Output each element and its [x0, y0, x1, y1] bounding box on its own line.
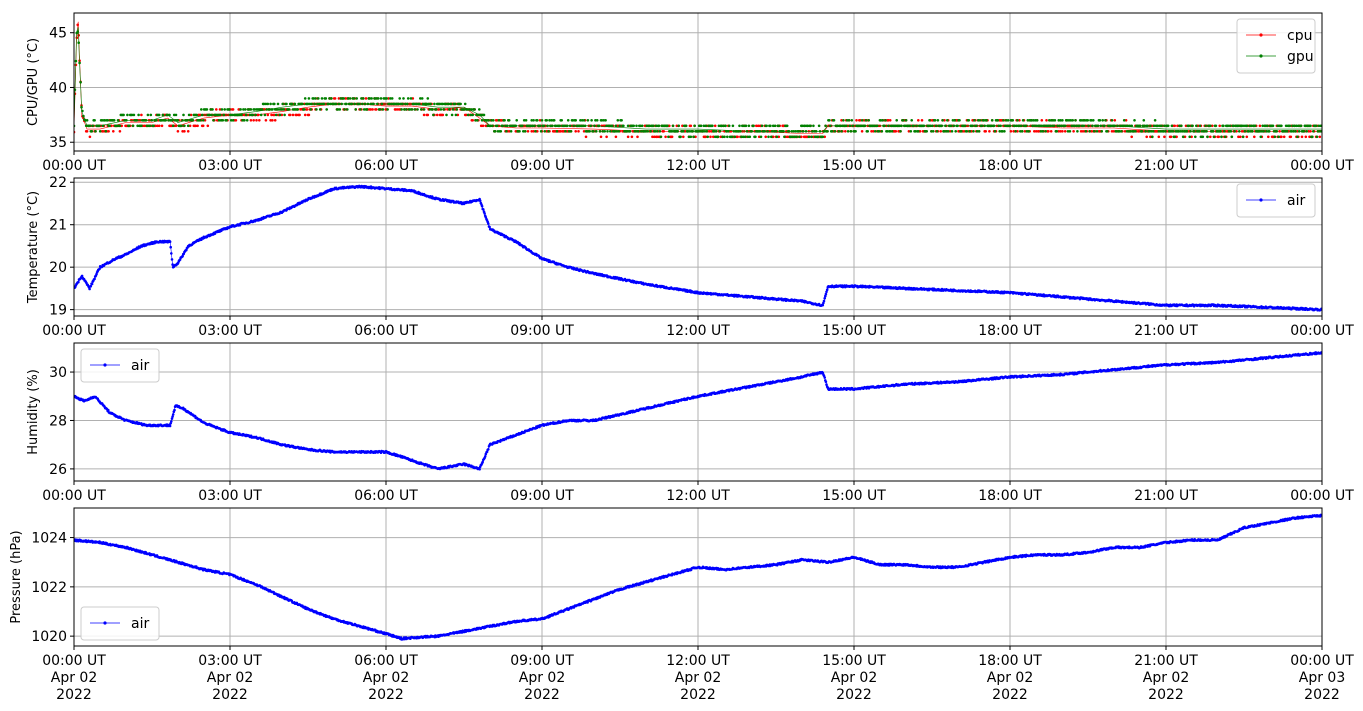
- legend-marker-air: [103, 621, 107, 625]
- legend-label-air: air: [131, 616, 149, 632]
- x-tick-label: 00:00 UT: [1290, 488, 1354, 504]
- y-tick-label: 22: [49, 175, 67, 191]
- legend-box: [80, 348, 160, 383]
- x-tick-label: 00:00 UT: [42, 158, 106, 174]
- x-tick-date: Apr 02: [1143, 670, 1189, 686]
- legend-marker-air: [103, 363, 107, 367]
- grid-lines: [73, 508, 1323, 646]
- legend-label-air: air: [131, 358, 149, 374]
- x-tick-label: 09:00 UT: [510, 158, 574, 174]
- x-tick-label: 15:00 UT: [822, 158, 886, 174]
- x-tick-label: 00:00 UT: [42, 323, 106, 339]
- grid-lines: [73, 13, 1323, 151]
- y-axis-label: Temperature (°C): [26, 191, 41, 304]
- x-tick-label: 00:00 UT: [1290, 653, 1354, 669]
- x-tick-date: Apr 02: [519, 670, 565, 686]
- x-tick-year: 2022: [992, 687, 1028, 703]
- x-tick-date: Apr 03: [1299, 670, 1345, 686]
- x-tick-label: 06:00 UT: [354, 158, 418, 174]
- x-tick-label: 06:00 UT: [354, 653, 418, 669]
- y-axis-label: Pressure (hPa): [9, 530, 24, 623]
- x-tick-label: 09:00 UT: [510, 653, 574, 669]
- x-tick-year: 2022: [56, 687, 92, 703]
- y-tick-label: 40: [49, 80, 67, 96]
- x-tick-label: 21:00 UT: [1134, 323, 1198, 339]
- x-tick-date: Apr 02: [363, 670, 409, 686]
- x-tick-label: 18:00 UT: [978, 653, 1042, 669]
- legend: air: [80, 606, 160, 641]
- x-tick-label: 12:00 UT: [666, 653, 730, 669]
- y-tick-label: 1022: [31, 580, 67, 596]
- x-tick-label: 09:00 UT: [510, 323, 574, 339]
- x-tick-date: Apr 02: [675, 670, 721, 686]
- x-tick-label: 00:00 UT: [1290, 158, 1354, 174]
- grid-lines: [73, 343, 1323, 481]
- x-tick-label: 03:00 UT: [198, 323, 262, 339]
- chart-panel-1: 35 40 45 CPU/GPU (°C) 00:00 UT 03:00 UT 06:00 …: [26, 12, 1354, 174]
- legend-box: [1236, 183, 1316, 218]
- x-tick-label: 21:00 UT: [1134, 653, 1198, 669]
- x-tick-label: 03:00 UT: [198, 488, 262, 504]
- x-tick-date: Apr 02: [831, 670, 877, 686]
- x-tick-label: 00:00 UT: [42, 653, 106, 669]
- x-tick-label: 09:00 UT: [510, 488, 574, 504]
- x-tick-year: 2022: [1304, 687, 1340, 703]
- x-tick-label: 03:00 UT: [198, 653, 262, 669]
- y-tick-label: 1020: [31, 629, 67, 645]
- x-tick-label: 12:00 UT: [666, 158, 730, 174]
- y-axis-label: Humidity (%): [26, 369, 41, 455]
- x-tick-label: 21:00 UT: [1134, 158, 1198, 174]
- legend: air: [80, 348, 160, 383]
- x-tick-label: 03:00 UT: [198, 158, 262, 174]
- legend-marker-cpu: [1259, 33, 1263, 37]
- x-tick-label: 18:00 UT: [978, 488, 1042, 504]
- x-tick-label: 00:00 UT: [42, 488, 106, 504]
- y-tick-label: 28: [49, 413, 67, 429]
- x-tick-year: 2022: [836, 687, 872, 703]
- x-tick-date: Apr 02: [987, 670, 1033, 686]
- x-tick-label: 12:00 UT: [666, 488, 730, 504]
- x-tick-label: 00:00 UT: [1290, 323, 1354, 339]
- legend-box: [1236, 18, 1316, 74]
- x-tick-date: Apr 02: [207, 670, 253, 686]
- legend-label-air: air: [1287, 193, 1305, 209]
- x-tick-year: 2022: [1148, 687, 1184, 703]
- x-tick-label: 18:00 UT: [978, 323, 1042, 339]
- x-tick-label: 06:00 UT: [354, 323, 418, 339]
- x-tick-year: 2022: [212, 687, 248, 703]
- y-tick-label: 35: [49, 135, 67, 151]
- x-tick-label: 18:00 UT: [978, 158, 1042, 174]
- chart-panel-2: 19 20 21 22 Temperature (°C) 00:00 UT 03:00 UT…: [26, 175, 1354, 339]
- legend: air: [1236, 183, 1316, 218]
- y-axis-label: CPU/GPU (°C): [26, 38, 41, 126]
- y-tick-label: 26: [49, 462, 67, 478]
- y-tick-label: 45: [49, 26, 67, 42]
- x-tick-label: 12:00 UT: [666, 323, 730, 339]
- legend-label-cpu: cpu: [1287, 28, 1312, 44]
- x-tick-label: 06:00 UT: [354, 488, 418, 504]
- legend-marker-air: [1259, 198, 1263, 202]
- legend-marker-gpu: [1259, 54, 1263, 58]
- legend: cpu gpu: [1236, 18, 1316, 74]
- x-tick-label: 15:00 UT: [822, 488, 886, 504]
- chart-panel-3: 26 28 30 Humidity (%) 00:00 UT 03:00 UT 06:00 …: [26, 342, 1354, 504]
- y-tick-label: 20: [49, 260, 67, 276]
- y-tick-label: 1024: [31, 531, 67, 547]
- x-tick-year: 2022: [368, 687, 404, 703]
- x-tick-label: 21:00 UT: [1134, 488, 1198, 504]
- y-tick-label: 30: [49, 365, 67, 381]
- legend-box: [80, 606, 160, 641]
- legend-label-gpu: gpu: [1287, 49, 1314, 65]
- x-tick-year: 2022: [524, 687, 560, 703]
- x-tick-label: 15:00 UT: [822, 323, 886, 339]
- y-tick-label: 21: [49, 218, 67, 234]
- y-tick-label: 19: [49, 303, 67, 319]
- grid-lines: [73, 178, 1323, 316]
- x-tick-date: Apr 02: [51, 670, 97, 686]
- x-tick-year: 2022: [680, 687, 716, 703]
- series-gpu: [74, 27, 1322, 139]
- x-tick-label: 15:00 UT: [822, 653, 886, 669]
